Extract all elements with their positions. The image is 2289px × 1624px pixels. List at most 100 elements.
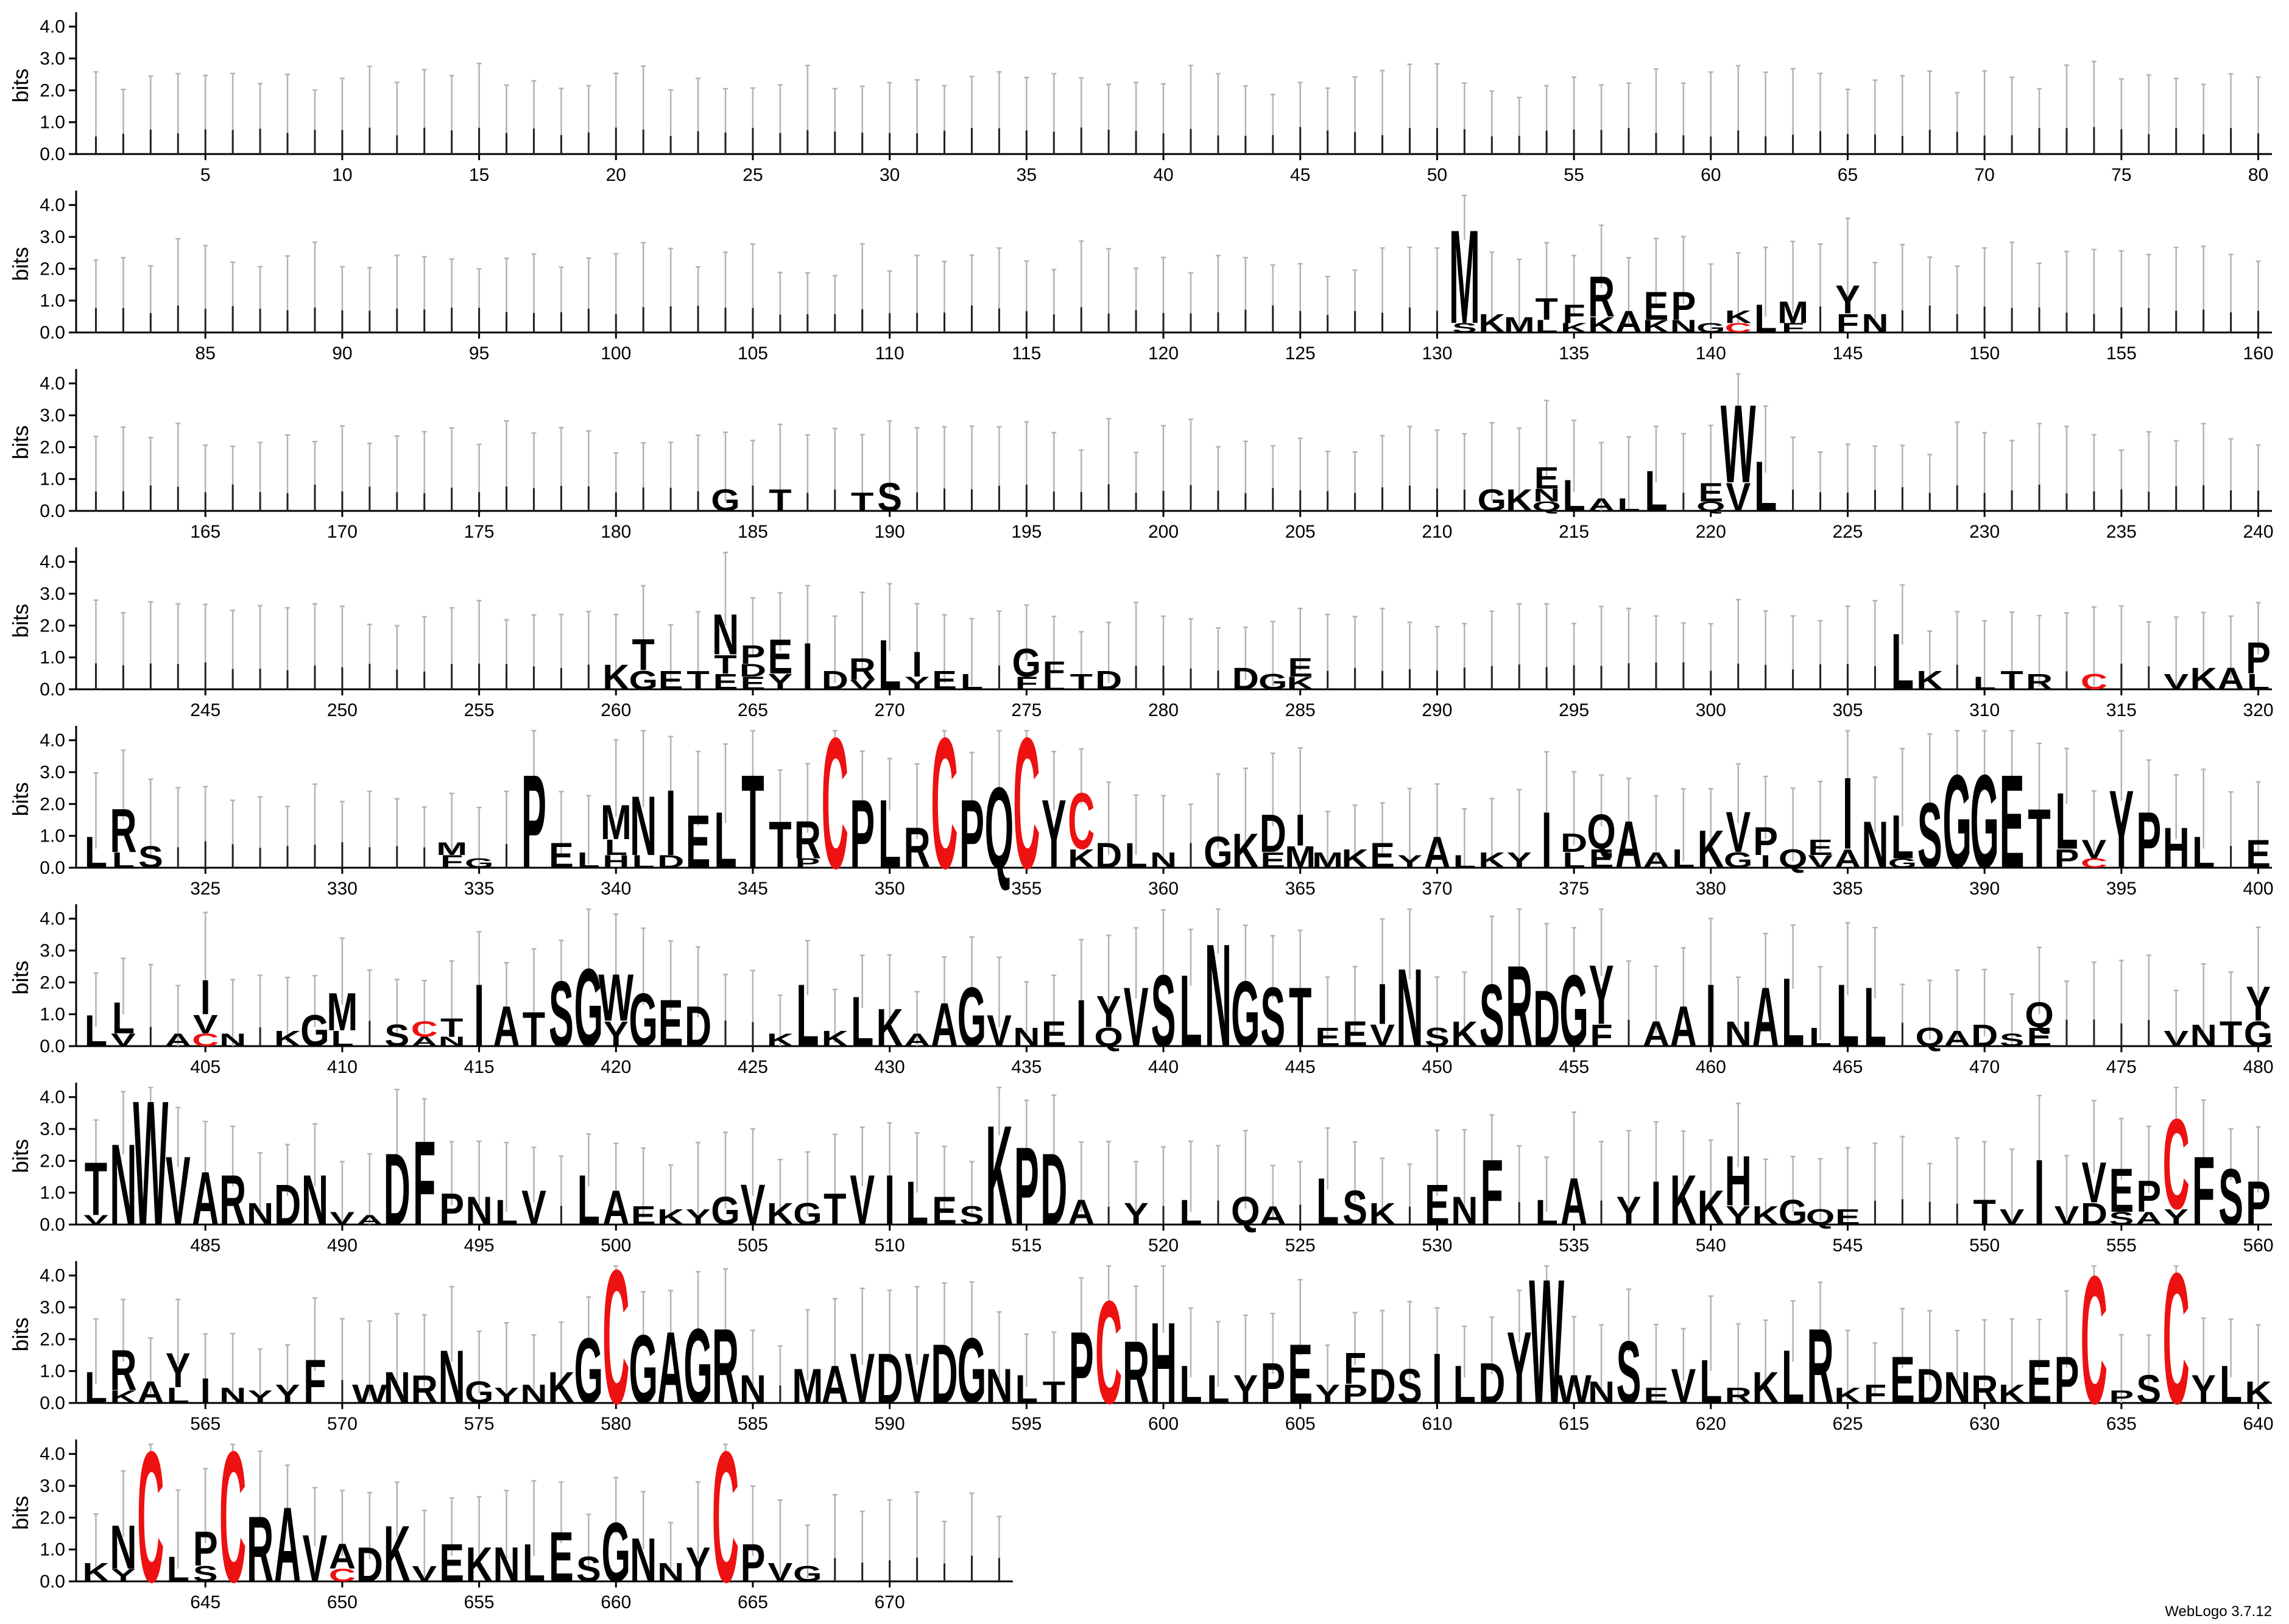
low-info-column: [1846, 134, 1849, 154]
low-info-column: [506, 133, 508, 154]
x-tick-label: 40: [1153, 165, 1173, 185]
low-info-column: [1327, 491, 1329, 511]
logo-letter-Q: Q: [1806, 1204, 1835, 1229]
logo-letter-Q: Q: [1094, 1022, 1123, 1052]
logo-letter-L: L: [1562, 848, 1585, 873]
logo-letter-L: L: [1124, 835, 1147, 875]
low-info-column: [369, 847, 371, 868]
logo-letter-P: P: [521, 747, 546, 896]
low-info-column: [2065, 493, 2068, 511]
y-tick-label: 3.0: [40, 941, 65, 961]
logo-letter-N: N: [1944, 1363, 1970, 1413]
low-info-column: [1025, 130, 1028, 154]
logo-letter-V: V: [1370, 1018, 1395, 1053]
x-tick-label: 95: [469, 343, 489, 364]
logo-letter-P: P: [2246, 1169, 2271, 1238]
logo-letter-S: S: [1617, 1323, 1642, 1422]
logo-letter-L: L: [167, 1549, 189, 1589]
low-info-column: [204, 662, 206, 689]
x-tick-label: 205: [1285, 522, 1316, 542]
logo-letter-N: N: [1451, 1189, 1478, 1233]
x-tick-label: 410: [327, 1057, 358, 1077]
logo-letter-E: E: [1534, 460, 1559, 495]
x-tick-label: 535: [1559, 1236, 1589, 1256]
x-tick-label: 170: [327, 522, 358, 542]
logo-letter-C: C: [137, 1413, 164, 1622]
y-axis-label: bits: [8, 782, 33, 816]
logo-letter-K: K: [986, 1096, 1012, 1255]
low-info-column: [451, 130, 453, 154]
logo-letter-N: N: [219, 1030, 246, 1050]
logo-letter-G: G: [629, 977, 658, 1063]
low-info-column: [2120, 663, 2123, 689]
y-axis-label: bits: [8, 247, 33, 281]
y-axis-label: bits: [8, 68, 33, 102]
low-info-column: [1299, 311, 1302, 332]
low-info-column: [1518, 136, 1520, 154]
low-info-column: [1600, 1200, 1603, 1225]
logo-letter-V: V: [111, 1030, 136, 1050]
y-tick-label: 1.0: [40, 1540, 65, 1560]
logo-letter-Y: Y: [686, 1538, 711, 1592]
x-tick-label: 20: [606, 165, 626, 185]
logo-letter-I: I: [200, 1371, 211, 1410]
low-info-column: [560, 135, 562, 154]
logo-letter-E: E: [1644, 284, 1669, 328]
low-info-column: [1628, 1019, 1630, 1046]
low-info-column: [231, 306, 234, 332]
logo-letter-C: C: [329, 1566, 356, 1585]
logo-letter-S: S: [138, 840, 163, 874]
x-tick-label: 180: [601, 522, 631, 542]
logo-letter-K: K: [876, 999, 903, 1058]
logo-letter-K: K: [548, 1363, 574, 1413]
logo-letter-T: T: [769, 807, 791, 882]
logo-letter-I: I: [1760, 852, 1771, 871]
low-info-column: [2065, 1019, 2068, 1046]
logo-letter-K: K: [1232, 824, 1259, 879]
logo-letter-L: L: [1782, 1334, 1804, 1419]
logo-letter-V: V: [850, 677, 875, 692]
logo-letter-L: L: [1015, 1368, 1038, 1411]
logo-letter-T: T: [686, 666, 709, 695]
low-info-column: [560, 312, 562, 332]
logo-letter-G: G: [1888, 856, 1917, 871]
logo-letter-E: E: [1644, 1383, 1669, 1408]
logo-letter-K: K: [1342, 844, 1369, 874]
low-info-column: [314, 130, 316, 154]
logo-letter-F: F: [1562, 300, 1585, 329]
logo-letter-M: M: [326, 983, 358, 1042]
logo-letter-I: I: [884, 1161, 895, 1240]
low-info-column: [752, 1022, 754, 1046]
y-tick-label: 3.0: [40, 1119, 65, 1139]
logo-letter-T: T: [769, 483, 791, 518]
logo-letter-V: V: [1726, 800, 1751, 864]
low-info-column: [259, 669, 261, 689]
x-tick-label: 80: [2248, 165, 2268, 185]
logo-letter-D: D: [1971, 1018, 1998, 1053]
logo-letter-K: K: [384, 1509, 411, 1598]
logo-letter-K: K: [1752, 1363, 1779, 1413]
x-tick-label: 480: [2243, 1057, 2274, 1077]
low-info-column: [943, 312, 946, 332]
logo-letter-F: F: [1344, 1345, 1366, 1394]
low-info-column: [1463, 129, 1465, 154]
x-tick-label: 545: [1832, 1236, 1863, 1256]
x-tick-label: 75: [2111, 165, 2131, 185]
low-info-column: [861, 1562, 864, 1581]
x-tick-label: 280: [1148, 700, 1179, 720]
logo-letter-Y: Y: [1726, 1201, 1751, 1231]
logo-letter-E: E: [932, 1189, 957, 1233]
low-info-column: [2230, 490, 2232, 511]
x-tick-label: 620: [1696, 1414, 1726, 1434]
y-axis-label: bits: [8, 1317, 33, 1351]
logo-letter-V: V: [521, 1181, 546, 1236]
x-tick-label: 640: [2243, 1414, 2274, 1434]
x-tick-label: 215: [1559, 522, 1589, 542]
low-info-column: [1299, 1204, 1302, 1225]
logo-letter-G: G: [1231, 961, 1260, 1066]
logo-letter-K: K: [767, 1197, 794, 1231]
logo-letter-K: K: [1287, 673, 1314, 693]
x-tick-label: 500: [601, 1236, 631, 1256]
x-tick-label: 670: [875, 1592, 905, 1612]
